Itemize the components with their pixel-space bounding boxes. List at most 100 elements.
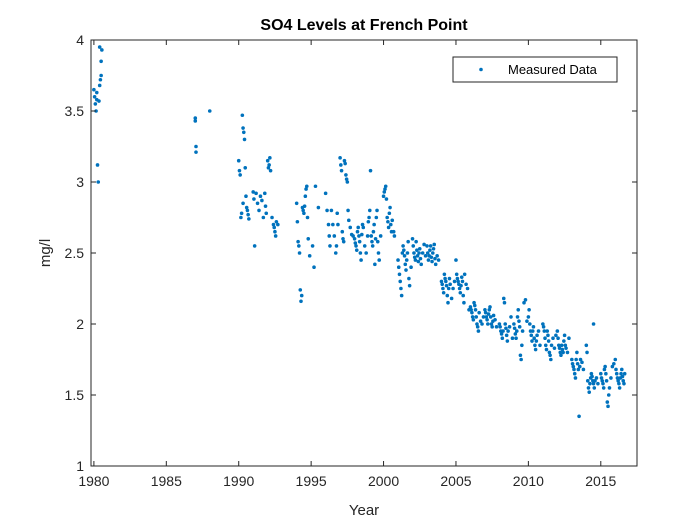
- data-point: [331, 222, 335, 227]
- data-point: [407, 276, 411, 281]
- data-point: [100, 48, 104, 52]
- data-point: [552, 346, 557, 350]
- chart-title: SO4 Levels at French Point: [260, 17, 468, 34]
- data-point: [373, 262, 377, 267]
- data-point: [313, 184, 318, 189]
- y-tick-label: 1: [76, 458, 84, 474]
- data-point: [360, 222, 365, 227]
- data-point: [559, 353, 563, 358]
- data-point: [573, 376, 578, 380]
- data-point: [473, 308, 478, 312]
- data-point: [543, 343, 548, 348]
- data-point: [546, 339, 551, 343]
- data-point: [522, 300, 526, 305]
- data-point: [445, 293, 450, 298]
- data-point: [298, 288, 303, 292]
- data-point: [312, 265, 316, 270]
- data-point: [376, 251, 381, 255]
- data-point: [546, 333, 550, 338]
- data-point: [621, 379, 626, 383]
- data-point: [95, 163, 100, 167]
- data-point: [268, 156, 272, 160]
- data-point: [603, 364, 607, 369]
- x-tick-label: 2000: [368, 473, 399, 489]
- data-point: [572, 371, 577, 376]
- data-point: [92, 95, 97, 99]
- data-point: [417, 251, 421, 255]
- data-point: [327, 234, 332, 238]
- data-point: [264, 211, 269, 216]
- data-point: [304, 184, 309, 189]
- data-point: [604, 379, 609, 383]
- data-point: [242, 137, 247, 142]
- data-point: [301, 208, 305, 213]
- data-point: [516, 308, 521, 312]
- data-point: [96, 180, 101, 184]
- data-point: [533, 347, 538, 352]
- data-point: [328, 244, 332, 248]
- data-point: [336, 222, 340, 227]
- data-point: [505, 339, 510, 343]
- data-point: [255, 201, 260, 206]
- data-point: [346, 208, 350, 213]
- data-point: [433, 262, 438, 267]
- data-point: [414, 239, 418, 244]
- data-point: [342, 158, 347, 163]
- data-point: [361, 225, 366, 230]
- data-point: [446, 286, 451, 291]
- data-point: [567, 336, 571, 341]
- data-point: [510, 336, 515, 341]
- data-point: [251, 190, 256, 194]
- data-point: [426, 258, 431, 262]
- data-point: [488, 305, 492, 309]
- data-point: [359, 258, 363, 262]
- data-point: [575, 350, 579, 355]
- x-axis-label: Year: [349, 502, 379, 519]
- x-tick-label: 2005: [440, 473, 471, 489]
- data-point: [499, 332, 504, 336]
- data-point: [465, 286, 470, 291]
- data-point: [532, 336, 536, 341]
- data-point: [307, 254, 312, 258]
- data-point: [509, 315, 513, 319]
- data-point: [241, 201, 245, 206]
- data-point: [570, 357, 574, 362]
- data-point: [520, 343, 524, 348]
- data-point: [439, 279, 444, 284]
- data-point: [369, 234, 374, 238]
- data-point: [404, 268, 408, 272]
- data-point: [520, 329, 525, 333]
- data-point: [589, 371, 594, 376]
- data-point: [561, 350, 565, 355]
- data-point: [412, 255, 417, 260]
- data-point: [270, 215, 274, 220]
- data-point: [371, 229, 376, 234]
- data-point: [469, 308, 473, 312]
- data-point: [503, 322, 508, 326]
- data-point: [429, 255, 434, 260]
- data-point: [351, 234, 355, 238]
- data-point: [440, 282, 445, 287]
- data-point: [299, 299, 303, 304]
- data-point: [384, 197, 389, 201]
- data-point: [591, 381, 596, 386]
- data-point: [254, 191, 258, 196]
- data-point: [527, 308, 531, 312]
- data-point: [390, 218, 395, 223]
- data-point: [557, 346, 562, 350]
- data-point: [554, 333, 558, 338]
- data-point: [610, 364, 615, 369]
- data-point: [240, 113, 245, 118]
- data-point: [490, 325, 494, 329]
- data-point: [472, 300, 476, 305]
- y-tick-label: 3.5: [65, 103, 85, 119]
- data-point: [514, 329, 519, 333]
- data-point: [428, 248, 432, 252]
- data-point: [345, 180, 350, 184]
- data-point: [615, 376, 620, 380]
- data-point: [523, 298, 528, 302]
- data-point: [574, 357, 578, 362]
- data-point: [475, 325, 480, 329]
- data-point: [545, 329, 550, 333]
- data-point: [548, 353, 552, 358]
